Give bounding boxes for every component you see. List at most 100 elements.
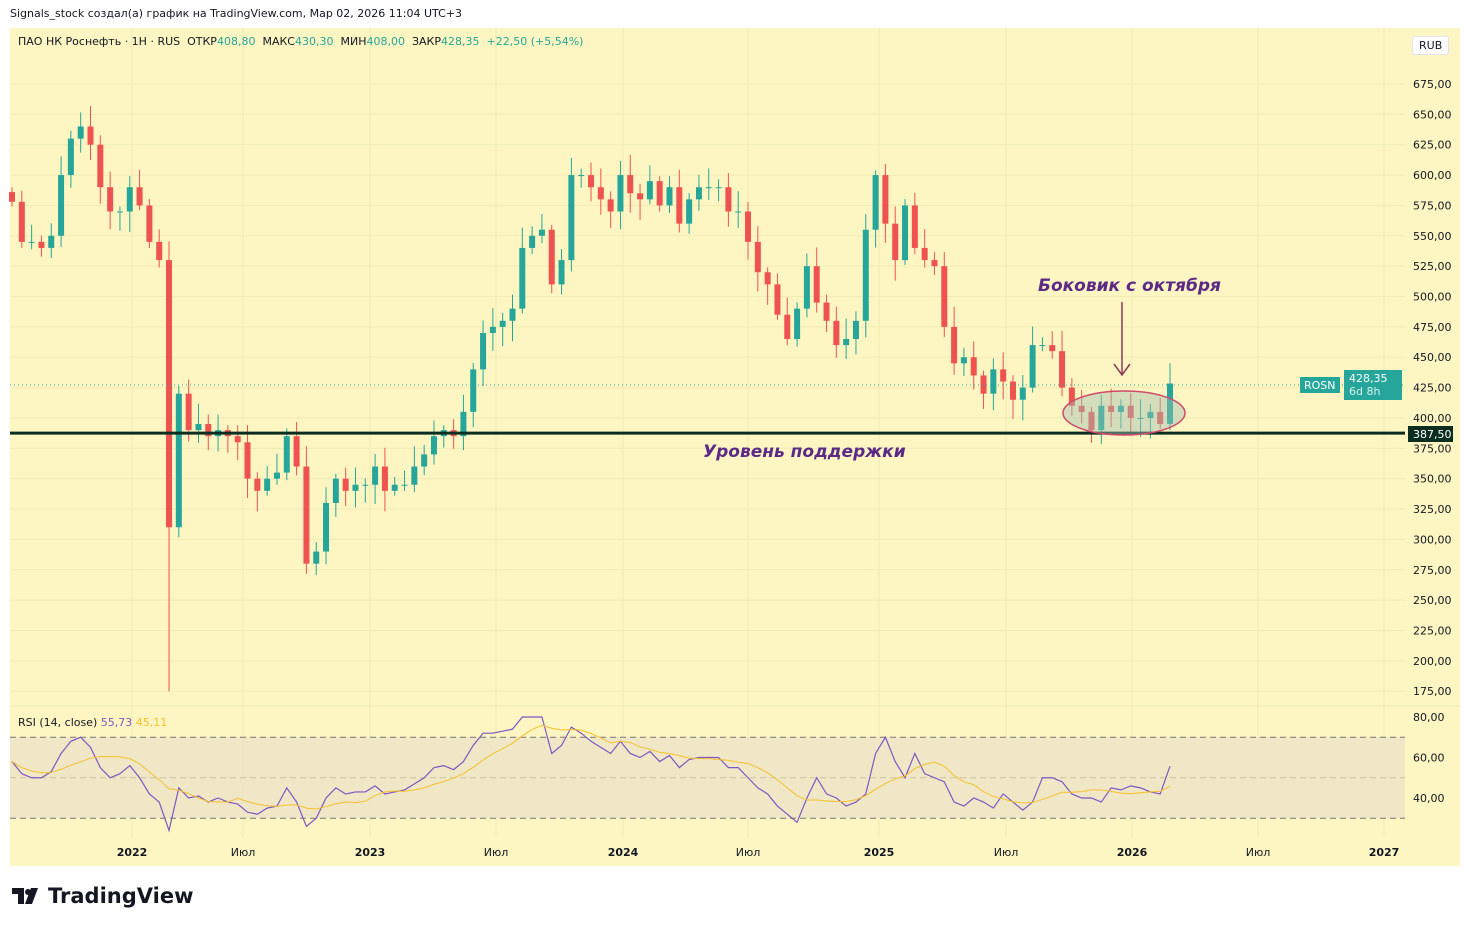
price-tick-label: 400,00 [1413,412,1452,425]
price-tick-label: 300,00 [1413,533,1452,546]
candle-body [48,235,55,248]
tradingview-logo-icon [12,888,38,904]
candle-body [38,241,45,248]
candle-body [862,229,869,321]
candle-body [735,211,742,213]
price-tag-ticker-bg [1300,377,1340,393]
candle-body [1137,417,1144,419]
candle-body [264,478,271,491]
candle-body [136,187,143,206]
candle-body [28,241,35,243]
candle-body [1000,369,1007,382]
candle-body [1127,405,1134,418]
price-tick-label: 625,00 [1413,139,1452,152]
candle-body [175,393,182,528]
candle-body [833,320,840,346]
price-tick-label: 200,00 [1413,655,1452,668]
candle-body [489,326,496,333]
x-tick-label: Июл [1246,846,1271,859]
candle-body [588,175,594,188]
x-tick-label: 2025 [864,846,895,859]
x-tick-label: 2023 [355,846,386,859]
candle-body [244,442,251,479]
candle-body [823,302,830,321]
x-tick-label: Июл [231,846,256,859]
rsi-ma-value: 45,11 [135,716,168,729]
candle-body [921,247,928,261]
candle-body [1078,405,1085,412]
candle-body [607,199,614,212]
price-tag-bg [1344,370,1402,400]
candle-body [725,187,732,212]
candle-body [18,201,25,242]
candle-body [1009,381,1016,400]
candle-body [1098,405,1105,431]
price-tick-label: 500,00 [1413,291,1452,304]
rsi-value: 55,73 [100,716,133,729]
range-ellipse[interactable] [1062,390,1186,436]
candle-body [362,484,369,486]
candle-body [195,424,202,431]
x-tick-label: 2022 [117,846,148,859]
candle-body [283,436,290,473]
price-tag-price: 428,35 [1349,372,1388,385]
candle-body [754,241,761,273]
price-tick-label: 350,00 [1413,473,1452,486]
price-tick-label: 575,00 [1413,199,1452,212]
candle-body [637,193,644,200]
rsi-ma-line [11,724,1171,810]
candle-body [470,369,477,412]
candle-body [980,375,987,394]
support-annotation[interactable]: Уровень поддержки [703,442,906,462]
candle-body [990,369,997,394]
candle-body [421,454,428,467]
candle-body [273,472,280,479]
symbol-legend: ПАО НК Роснефть · 1H · RUS ОТКР408,80 МА… [18,35,583,48]
price-tick-label: 600,00 [1413,169,1452,182]
candle-body [411,466,418,485]
candle-body [480,332,487,370]
candle-body [911,205,918,248]
candle-body [1039,345,1046,347]
candle-body [1059,351,1066,388]
candle-body [372,466,379,485]
candle-body [882,175,889,224]
candle-body [931,260,938,267]
tradingview-logo[interactable]: TradingView [12,884,193,908]
range-annotation[interactable]: Боковик с октября [1038,276,1221,296]
candle-body [656,181,663,206]
price-tag-countdown: 6d 8h [1349,385,1380,398]
candle-body [568,175,575,261]
candle-body [58,175,65,236]
x-tick-label: Июл [994,846,1019,859]
price-tick-label: 375,00 [1413,442,1452,455]
candle-body [764,272,771,285]
open-label: ОТКР [187,35,217,48]
rsi-tick-label: 40,00 [1413,792,1445,805]
price-tick-label: 250,00 [1413,594,1452,607]
candle-body [538,229,545,236]
candle-body [401,484,408,486]
candle-body [941,266,948,327]
currency-button[interactable]: RUB [1412,36,1450,55]
candle-body [1167,383,1173,425]
logo-text: TradingView [48,884,194,908]
support-tag: 387,50 [1413,428,1452,441]
candle-body [293,436,300,467]
candle-body [67,138,74,176]
candle-body [87,126,94,145]
candle-body [705,187,712,189]
candle-body [1157,411,1164,425]
candle-body [902,205,909,261]
candle-body [784,314,791,340]
price-tick-label: 525,00 [1413,260,1452,273]
price-tick-label: 550,00 [1413,230,1452,243]
candle-body [1088,411,1095,431]
candle-body [617,175,624,212]
price-tick-label: 325,00 [1413,503,1452,516]
candle-body [77,126,84,139]
rsi-tick-label: 60,00 [1413,752,1445,765]
candle-body [666,187,673,206]
candle-body [430,436,437,455]
